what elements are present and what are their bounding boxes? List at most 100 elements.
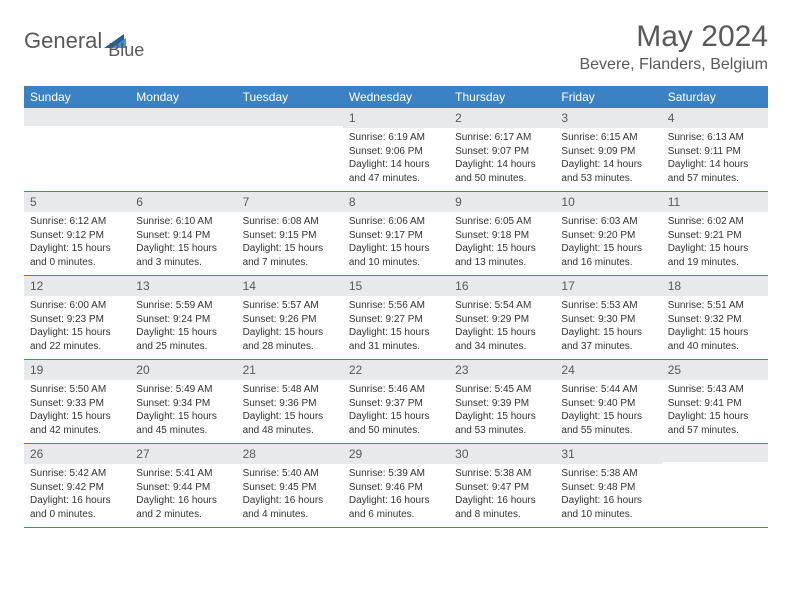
day-number: 24 xyxy=(555,360,661,380)
day-number: 22 xyxy=(343,360,449,380)
day-details: Sunrise: 5:57 AMSunset: 9:26 PMDaylight:… xyxy=(237,296,343,359)
daylight-text: Daylight: 16 hours and 6 minutes. xyxy=(349,494,443,521)
empty-cell xyxy=(24,108,130,191)
sunrise-text: Sunrise: 5:51 AM xyxy=(668,299,762,313)
day-number: 29 xyxy=(343,444,449,464)
sunrise-text: Sunrise: 5:38 AM xyxy=(561,467,655,481)
daylight-text: Daylight: 16 hours and 8 minutes. xyxy=(455,494,549,521)
day-cell: 27Sunrise: 5:41 AMSunset: 9:44 PMDayligh… xyxy=(130,444,236,527)
daylight-text: Daylight: 14 hours and 53 minutes. xyxy=(561,158,655,185)
day-header-thursday: Thursday xyxy=(449,86,555,108)
day-cell: 13Sunrise: 5:59 AMSunset: 9:24 PMDayligh… xyxy=(130,276,236,359)
sunset-text: Sunset: 9:11 PM xyxy=(668,145,762,159)
sunrise-text: Sunrise: 5:46 AM xyxy=(349,383,443,397)
day-cell: 15Sunrise: 5:56 AMSunset: 9:27 PMDayligh… xyxy=(343,276,449,359)
sunset-text: Sunset: 9:37 PM xyxy=(349,397,443,411)
day-number: 21 xyxy=(237,360,343,380)
sunrise-text: Sunrise: 5:40 AM xyxy=(243,467,337,481)
calendar: SundayMondayTuesdayWednesdayThursdayFrid… xyxy=(24,86,768,528)
day-number: 16 xyxy=(449,276,555,296)
sunrise-text: Sunrise: 5:43 AM xyxy=(668,383,762,397)
day-cell: 30Sunrise: 5:38 AMSunset: 9:47 PMDayligh… xyxy=(449,444,555,527)
daylight-text: Daylight: 15 hours and 31 minutes. xyxy=(349,326,443,353)
day-details: Sunrise: 6:17 AMSunset: 9:07 PMDaylight:… xyxy=(449,128,555,191)
day-cell: 19Sunrise: 5:50 AMSunset: 9:33 PMDayligh… xyxy=(24,360,130,443)
sunset-text: Sunset: 9:42 PM xyxy=(30,481,124,495)
day-details: Sunrise: 5:40 AMSunset: 9:45 PMDaylight:… xyxy=(237,464,343,527)
day-number xyxy=(237,108,343,126)
day-cell: 17Sunrise: 5:53 AMSunset: 9:30 PMDayligh… xyxy=(555,276,661,359)
sunrise-text: Sunrise: 6:03 AM xyxy=(561,215,655,229)
daylight-text: Daylight: 15 hours and 0 minutes. xyxy=(30,242,124,269)
sunset-text: Sunset: 9:29 PM xyxy=(455,313,549,327)
day-number: 6 xyxy=(130,192,236,212)
empty-cell xyxy=(130,108,236,191)
day-details: Sunrise: 6:05 AMSunset: 9:18 PMDaylight:… xyxy=(449,212,555,275)
day-details: Sunrise: 5:38 AMSunset: 9:47 PMDaylight:… xyxy=(449,464,555,527)
day-number: 31 xyxy=(555,444,661,464)
day-number: 25 xyxy=(662,360,768,380)
day-cell: 6Sunrise: 6:10 AMSunset: 9:14 PMDaylight… xyxy=(130,192,236,275)
daylight-text: Daylight: 15 hours and 48 minutes. xyxy=(243,410,337,437)
day-number: 2 xyxy=(449,108,555,128)
daylight-text: Daylight: 15 hours and 37 minutes. xyxy=(561,326,655,353)
day-details: Sunrise: 6:15 AMSunset: 9:09 PMDaylight:… xyxy=(555,128,661,191)
daylight-text: Daylight: 15 hours and 53 minutes. xyxy=(455,410,549,437)
month-title: May 2024 xyxy=(579,20,768,54)
sunrise-text: Sunrise: 5:39 AM xyxy=(349,467,443,481)
header: General Blue May 2024 Bevere, Flanders, … xyxy=(24,20,768,74)
week-row: 19Sunrise: 5:50 AMSunset: 9:33 PMDayligh… xyxy=(24,360,768,444)
day-number: 28 xyxy=(237,444,343,464)
sunrise-text: Sunrise: 5:49 AM xyxy=(136,383,230,397)
day-details: Sunrise: 5:51 AMSunset: 9:32 PMDaylight:… xyxy=(662,296,768,359)
week-row: 5Sunrise: 6:12 AMSunset: 9:12 PMDaylight… xyxy=(24,192,768,276)
daylight-text: Daylight: 16 hours and 10 minutes. xyxy=(561,494,655,521)
day-number: 4 xyxy=(662,108,768,128)
day-number: 15 xyxy=(343,276,449,296)
sunset-text: Sunset: 9:30 PM xyxy=(561,313,655,327)
daylight-text: Daylight: 16 hours and 2 minutes. xyxy=(136,494,230,521)
sunrise-text: Sunrise: 5:54 AM xyxy=(455,299,549,313)
day-details: Sunrise: 6:13 AMSunset: 9:11 PMDaylight:… xyxy=(662,128,768,191)
sunrise-text: Sunrise: 5:48 AM xyxy=(243,383,337,397)
day-details: Sunrise: 6:10 AMSunset: 9:14 PMDaylight:… xyxy=(130,212,236,275)
sunset-text: Sunset: 9:48 PM xyxy=(561,481,655,495)
day-cell: 28Sunrise: 5:40 AMSunset: 9:45 PMDayligh… xyxy=(237,444,343,527)
day-details: Sunrise: 5:46 AMSunset: 9:37 PMDaylight:… xyxy=(343,380,449,443)
day-cell: 5Sunrise: 6:12 AMSunset: 9:12 PMDaylight… xyxy=(24,192,130,275)
daylight-text: Daylight: 15 hours and 10 minutes. xyxy=(349,242,443,269)
day-number xyxy=(24,108,130,126)
day-cell: 14Sunrise: 5:57 AMSunset: 9:26 PMDayligh… xyxy=(237,276,343,359)
day-details: Sunrise: 5:44 AMSunset: 9:40 PMDaylight:… xyxy=(555,380,661,443)
sunset-text: Sunset: 9:36 PM xyxy=(243,397,337,411)
sunset-text: Sunset: 9:32 PM xyxy=(668,313,762,327)
day-header-row: SundayMondayTuesdayWednesdayThursdayFrid… xyxy=(24,86,768,108)
day-number: 8 xyxy=(343,192,449,212)
day-cell: 1Sunrise: 6:19 AMSunset: 9:06 PMDaylight… xyxy=(343,108,449,191)
title-block: May 2024 Bevere, Flanders, Belgium xyxy=(579,20,768,74)
daylight-text: Daylight: 15 hours and 19 minutes. xyxy=(668,242,762,269)
day-number: 20 xyxy=(130,360,236,380)
sunset-text: Sunset: 9:39 PM xyxy=(455,397,549,411)
day-details: Sunrise: 6:06 AMSunset: 9:17 PMDaylight:… xyxy=(343,212,449,275)
week-row: 12Sunrise: 6:00 AMSunset: 9:23 PMDayligh… xyxy=(24,276,768,360)
empty-cell xyxy=(237,108,343,191)
day-cell: 3Sunrise: 6:15 AMSunset: 9:09 PMDaylight… xyxy=(555,108,661,191)
sunset-text: Sunset: 9:09 PM xyxy=(561,145,655,159)
day-number: 19 xyxy=(24,360,130,380)
daylight-text: Daylight: 15 hours and 16 minutes. xyxy=(561,242,655,269)
sunrise-text: Sunrise: 5:50 AM xyxy=(30,383,124,397)
sunrise-text: Sunrise: 5:53 AM xyxy=(561,299,655,313)
sunrise-text: Sunrise: 5:45 AM xyxy=(455,383,549,397)
day-cell: 2Sunrise: 6:17 AMSunset: 9:07 PMDaylight… xyxy=(449,108,555,191)
daylight-text: Daylight: 15 hours and 45 minutes. xyxy=(136,410,230,437)
day-cell: 10Sunrise: 6:03 AMSunset: 9:20 PMDayligh… xyxy=(555,192,661,275)
sunrise-text: Sunrise: 6:06 AM xyxy=(349,215,443,229)
sunset-text: Sunset: 9:23 PM xyxy=(30,313,124,327)
sunset-text: Sunset: 9:34 PM xyxy=(136,397,230,411)
sunset-text: Sunset: 9:24 PM xyxy=(136,313,230,327)
daylight-text: Daylight: 14 hours and 57 minutes. xyxy=(668,158,762,185)
daylight-text: Daylight: 15 hours and 28 minutes. xyxy=(243,326,337,353)
daylight-text: Daylight: 15 hours and 55 minutes. xyxy=(561,410,655,437)
day-cell: 11Sunrise: 6:02 AMSunset: 9:21 PMDayligh… xyxy=(662,192,768,275)
